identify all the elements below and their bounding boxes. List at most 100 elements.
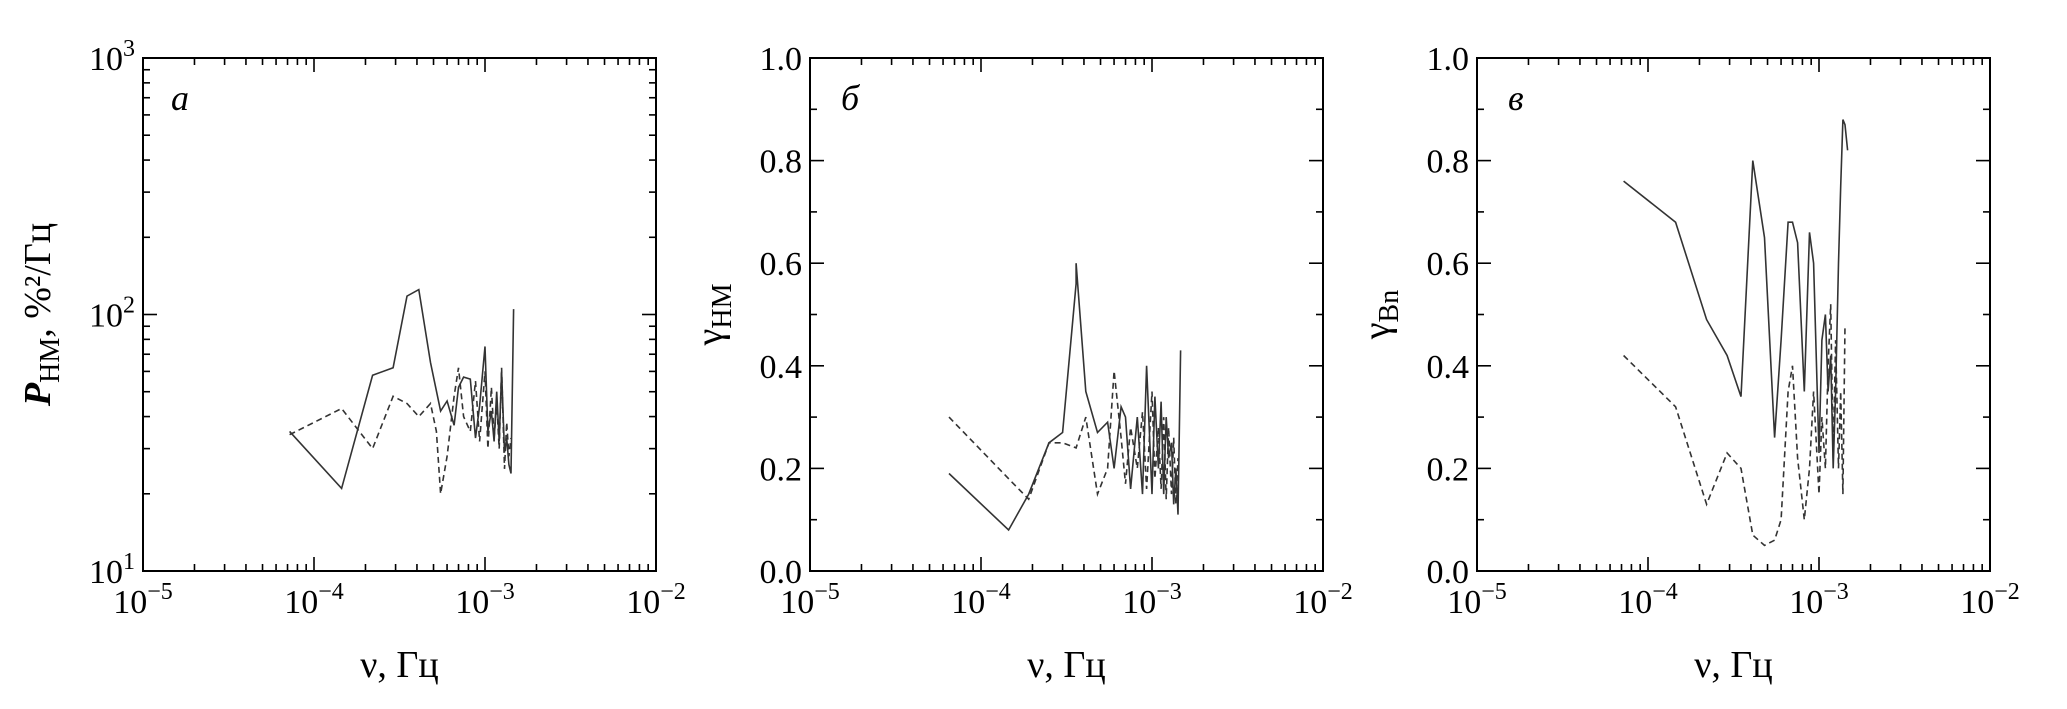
y-tick-label: 0.4 <box>1427 349 1470 386</box>
x-tick-label-base: 10 <box>951 584 985 621</box>
x-tick-label-exp: −4 <box>985 579 1011 605</box>
y-tick-label-base: 0.2 <box>1427 451 1470 488</box>
x-tick-label-exp: −4 <box>1652 579 1678 605</box>
series-group <box>289 288 515 494</box>
series-group <box>1623 119 1849 547</box>
y-tick-label-base: 0.4 <box>760 349 803 386</box>
x-tick-label-exp: −5 <box>1481 579 1507 605</box>
x-tick-label: 10−4 <box>951 579 1011 621</box>
y-tick-label: 101 <box>89 549 135 591</box>
x-tick-label: 10−3 <box>455 579 515 621</box>
x-tick-label-base: 10 <box>113 584 147 621</box>
y-axis-label-sub: НМ <box>707 283 738 328</box>
y-axis-label-main: γ <box>689 329 731 347</box>
x-tick-label-exp: −5 <box>814 579 840 605</box>
y-tick-label: 0.8 <box>760 144 803 181</box>
x-tick-label: 10−3 <box>1122 579 1182 621</box>
y-tick-label-base: 10 <box>89 554 123 591</box>
plot-frame <box>809 57 1324 572</box>
y-axis-label: PНМ, %²/Гц <box>17 223 66 407</box>
x-tick-label-base: 10 <box>1447 584 1481 621</box>
x-tick-label-exp: −2 <box>660 579 686 605</box>
y-axis-label-sub: Bn <box>1374 290 1405 323</box>
y-tick-label-exp: 2 <box>123 293 135 319</box>
series-line-solid <box>948 263 1182 532</box>
x-tick-label-base: 10 <box>1122 584 1156 621</box>
x-tick-label-base: 10 <box>284 584 318 621</box>
series-group <box>948 263 1182 532</box>
plot-frame <box>142 57 657 572</box>
tick-labels: 10−5 10−4 10−3 10−20.00.20.40.60.81.0 <box>760 41 1353 621</box>
y-axis-label-rest: , %²/Гц <box>17 223 59 338</box>
y-tick-label: 0.2 <box>760 451 803 488</box>
y-axis-label-main: P <box>17 382 59 407</box>
y-tick-label-base: 1.0 <box>760 41 803 78</box>
ticks <box>1476 57 1990 572</box>
x-tick-label: 10−2 <box>1960 579 2020 621</box>
x-tick-label-base: 10 <box>1789 584 1823 621</box>
series-line-solid <box>289 288 515 491</box>
y-tick-label: 0.2 <box>1427 451 1470 488</box>
y-tick-label-exp: 1 <box>123 549 135 575</box>
ticks <box>809 57 1323 572</box>
y-tick-label-base: 0.0 <box>760 554 803 591</box>
x-tick-label-exp: −3 <box>1156 579 1182 605</box>
x-tick-label: 10−5 <box>113 579 173 621</box>
y-tick-label: 1.0 <box>760 41 803 78</box>
panel-letter: а <box>171 78 189 118</box>
y-tick-label: 0.6 <box>1427 246 1470 283</box>
panel-b: 10−5 10−4 10−3 10−20.00.20.40.60.81.0 б ν, … <box>689 41 1353 686</box>
y-tick-label-base: 10 <box>89 298 123 335</box>
x-axis-label: ν, Гц <box>1694 644 1773 686</box>
y-axis-label: γBn <box>1356 290 1405 340</box>
x-tick-label-base: 10 <box>1960 584 1994 621</box>
x-tick-label-exp: −2 <box>1327 579 1353 605</box>
x-tick-label-exp: −5 <box>147 579 173 605</box>
y-axis-label-main: γ <box>1356 322 1398 340</box>
x-tick-label-exp: −3 <box>1823 579 1849 605</box>
x-tick-label-base: 10 <box>626 584 660 621</box>
y-axis-label-sub: НМ <box>35 338 66 383</box>
plot-frame <box>1476 57 1991 572</box>
series-line-dashed <box>948 370 1179 505</box>
x-tick-label: 10−5 <box>1447 579 1507 621</box>
y-tick-label-base: 0.8 <box>1427 144 1470 181</box>
x-tick-label: 10−3 <box>1789 579 1849 621</box>
y-tick-label: 0.0 <box>760 554 803 591</box>
y-tick-label: 103 <box>89 36 135 78</box>
x-tick-label-base: 10 <box>780 584 814 621</box>
x-tick-label-base: 10 <box>1293 584 1327 621</box>
x-tick-label-exp: −3 <box>489 579 515 605</box>
y-axis-label: γНМ <box>689 283 738 346</box>
y-tick-label-base: 0.8 <box>760 144 803 181</box>
y-tick-label-base: 0.4 <box>1427 349 1470 386</box>
y-tick-label: 102 <box>89 293 135 335</box>
series-line-dashed <box>1623 304 1846 547</box>
y-tick-label-exp: 3 <box>123 36 135 62</box>
panel-c: 10−5 10−4 10−3 10−20.00.20.40.60.81.0 в ν, … <box>1356 41 2020 686</box>
y-tick-label: 0.0 <box>1427 554 1470 591</box>
y-tick-label: 0.6 <box>760 246 803 283</box>
x-tick-label-base: 10 <box>455 584 489 621</box>
series-line-solid <box>1623 119 1849 469</box>
panel-letter: б <box>841 78 861 118</box>
y-tick-label-base: 1.0 <box>1427 41 1470 78</box>
series-line-dashed <box>289 367 512 494</box>
panel-letter: в <box>1508 78 1524 118</box>
y-tick-label: 1.0 <box>1427 41 1470 78</box>
y-tick-label-base: 0.6 <box>760 246 803 283</box>
x-tick-label-base: 10 <box>1618 584 1652 621</box>
y-tick-label-base: 0.6 <box>1427 246 1470 283</box>
x-tick-label: 10−5 <box>780 579 840 621</box>
x-tick-label: 10−2 <box>1293 579 1353 621</box>
tick-labels: 10−5 10−4 10−3 10−20.00.20.40.60.81.0 <box>1427 41 2020 621</box>
x-tick-label: 10−4 <box>1618 579 1678 621</box>
y-tick-label-base: 10 <box>89 41 123 78</box>
x-tick-label: 10−4 <box>284 579 344 621</box>
x-tick-label-exp: −4 <box>318 579 344 605</box>
x-tick-label-exp: −2 <box>1994 579 2020 605</box>
y-tick-label-base: 0.2 <box>760 451 803 488</box>
